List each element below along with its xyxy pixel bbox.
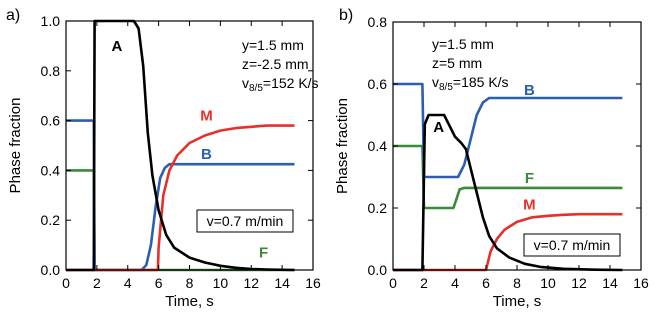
series-label-B: B (524, 82, 535, 99)
series-label-B: B (201, 146, 212, 163)
annotation-line: v8/5=152 K/s (242, 75, 319, 94)
series-line-M (393, 212, 623, 272)
x-tick-label: 14 (602, 275, 618, 291)
y-tick-label: 0.6 (41, 113, 61, 129)
x-tick-label: 10 (213, 275, 229, 291)
plot-frame (392, 21, 642, 271)
x-tick-label: 0 (62, 275, 70, 291)
y-tick-label: 0.4 (41, 162, 61, 178)
x-tick-label: 8 (186, 275, 194, 291)
panel-label: a) (6, 7, 20, 24)
velocity-box (523, 233, 621, 257)
y-tick-label: 0.8 (41, 63, 61, 79)
x-tick-label: 4 (451, 275, 459, 291)
x-axis-label: Time, s (165, 293, 214, 310)
series-label-F: F (259, 245, 268, 262)
x-tick-label: 16 (305, 275, 321, 291)
annotation-line: v8/5=185 K/s (432, 74, 509, 93)
x-tick-label: 6 (482, 275, 490, 291)
x-tick-label: 8 (513, 275, 521, 291)
chart-panel-a: a) 0 2 4 6 8 10 12 14 16 0.0 0.2 0.4 0.6 0.8 1.0 Time, s… (6, 7, 321, 310)
series-label-A: A (433, 119, 444, 136)
y-axis-label: Phase fraction (334, 98, 351, 194)
x-tick-label: 12 (571, 275, 587, 291)
x-tick-label: 16 (633, 275, 649, 291)
series-line-M (66, 124, 295, 272)
series-label-M: M (523, 197, 536, 214)
y-tick-label: 0.6 (368, 76, 388, 92)
x-tick-label: 14 (274, 275, 290, 291)
y-tick-label: 0.8 (368, 14, 388, 30)
y-tick-label: 0.0 (41, 262, 61, 278)
panel-label: b) (339, 7, 353, 24)
y-tick-label: 1.0 (41, 13, 61, 29)
x-tick-label: 4 (124, 275, 132, 291)
x-axis-label: Time, s (493, 293, 542, 310)
x-tick-label: 10 (540, 275, 556, 291)
annotation-line: y=1.5 mm (242, 37, 304, 53)
x-tick-label: 12 (243, 275, 259, 291)
velocity-label: v=0.7 m/min (207, 213, 284, 229)
series-label-M: M (200, 108, 213, 125)
y-tick-label: 0.0 (368, 262, 388, 278)
series-line-B (393, 82, 623, 179)
annotation-line: z=-2.5 mm (242, 56, 309, 72)
x-tick-label: 0 (389, 275, 397, 291)
chart-panel-b: b) 0 2 4 6 8 10 12 14 16 0.0 0.2 0.4 0.6 0.8 Time, s Pha… (334, 7, 649, 310)
annotation-line: y=1.5 mm (432, 36, 494, 52)
series-label-A: A (112, 38, 123, 55)
annotation-line: z=5 mm (432, 55, 482, 71)
y-tick-label: 0.4 (368, 138, 388, 154)
x-tick-label: 6 (155, 275, 163, 291)
y-tick-label: 0.2 (368, 200, 388, 216)
velocity-box (196, 209, 294, 233)
series-label-F: F (525, 170, 534, 187)
x-tick-label: 2 (420, 275, 428, 291)
y-axis-label: Phase fraction (7, 98, 24, 194)
velocity-label: v=0.7 m/min (534, 237, 611, 253)
y-tick-label: 0.2 (41, 212, 61, 228)
series-line-A (393, 113, 623, 272)
x-tick-label: 2 (93, 275, 101, 291)
